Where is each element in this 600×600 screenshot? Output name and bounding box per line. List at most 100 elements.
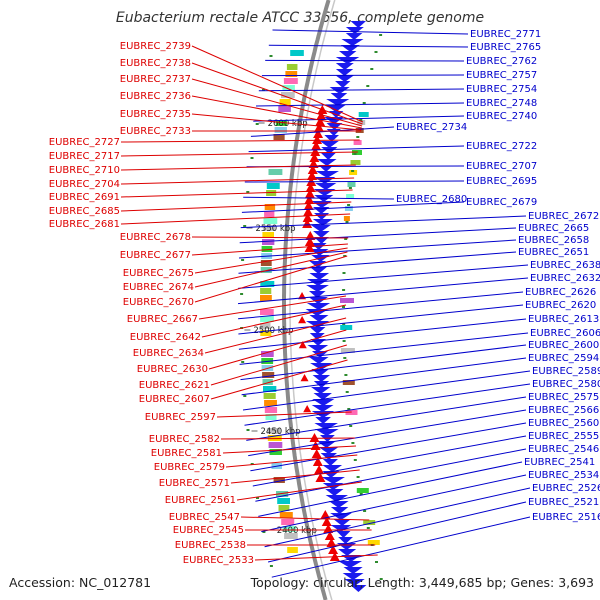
- reverse-leader-line: [254, 554, 378, 561]
- tick-mark: [366, 85, 370, 87]
- forward-gene-arrow: [326, 123, 343, 130]
- forward-gene-label: EUBREC_2707: [466, 161, 537, 172]
- reverse-gene-label: EUBREC_2561: [165, 495, 236, 506]
- cog-block: [340, 298, 354, 303]
- reverse-leader-line: [191, 62, 363, 125]
- forward-gene-label: EUBREC_2526: [532, 483, 600, 494]
- reverse-gene-arrow: [312, 457, 323, 466]
- reverse-leader-line: [120, 201, 352, 212]
- cog-block: [264, 211, 275, 217]
- reverse-gene-label: EUBREC_2736: [120, 91, 191, 102]
- forward-gene-arrow: [311, 405, 334, 412]
- forward-leader-line: [271, 516, 531, 578]
- tick-mark: [351, 442, 355, 444]
- reverse-gene-arrow: [321, 517, 332, 526]
- reverse-gene-arrow: [298, 341, 307, 349]
- forward-gene-arrow: [322, 459, 339, 466]
- forward-gene-arrow: [306, 321, 330, 328]
- forward-gene-arrow: [326, 99, 350, 106]
- cog-block: [266, 428, 281, 434]
- kbp-label: 2550 kbp: [256, 224, 296, 234]
- tick-mark: [342, 323, 346, 325]
- cog-block: [278, 106, 291, 112]
- tick-mark: [359, 493, 363, 495]
- cog-block: [264, 400, 277, 406]
- reverse-gene-arrow: [304, 195, 315, 204]
- reverse-leader-line: [191, 236, 349, 239]
- forward-leader-line: [244, 180, 465, 183]
- forward-gene-arrow: [325, 105, 346, 112]
- reverse-gene-labels: EUBREC_2739 EUBREC_2738 EUBREC_2737 EUBREC_…: [49, 41, 378, 566]
- cog-block: [350, 160, 361, 165]
- tick-mark: [269, 565, 273, 567]
- forward-gene-label: EUBREC_2651: [518, 247, 589, 258]
- reverse-gene-label: EUBREC_2674: [123, 282, 194, 293]
- forward-leader-line: [267, 501, 527, 563]
- tick-mark: [255, 123, 259, 125]
- cog-block: [266, 183, 280, 189]
- reverse-gene-arrow: [303, 405, 312, 413]
- forward-leader-line: [265, 59, 465, 62]
- cog-block: [273, 134, 285, 140]
- forward-gene-arrow: [338, 561, 363, 568]
- cog-block: [260, 316, 274, 322]
- forward-gene-label: EUBREC_2521: [528, 497, 599, 508]
- forward-gene-arrow: [313, 189, 336, 196]
- tick-mark: [342, 272, 346, 274]
- forward-leader-line: [244, 383, 531, 426]
- reverse-gene-arrow: [309, 153, 320, 162]
- forward-leader-line: [242, 370, 531, 411]
- reverse-gene-label: EUBREC_2737: [120, 74, 191, 85]
- reverse-leader-line: [194, 251, 348, 288]
- reverse-gene-label: EUBREC_2710: [49, 165, 120, 176]
- forward-leader-line: [239, 227, 517, 244]
- cog-block: [263, 218, 278, 224]
- reverse-gene-label: EUBREC_2739: [120, 41, 191, 52]
- forward-leader-line: [253, 115, 465, 122]
- forward-gene-arrow: [344, 579, 365, 586]
- cog-block: [268, 442, 283, 448]
- forward-gene-arrow: [345, 33, 363, 40]
- forward-gene-arrow: [306, 303, 331, 310]
- tick-mark: [342, 340, 346, 342]
- forward-gene-arrow: [338, 537, 353, 544]
- forward-leader-line: [241, 201, 465, 213]
- forward-gene-label: EUBREC_2658: [518, 235, 589, 246]
- cog-block: [282, 85, 295, 91]
- tick-mark: [246, 191, 250, 193]
- tick-mark: [246, 429, 250, 431]
- forward-gene-arrow: [328, 501, 349, 508]
- cog-block: [344, 206, 353, 211]
- reverse-gene-arrow: [307, 165, 318, 174]
- reverse-leader-line: [216, 411, 352, 418]
- tick-mark: [250, 463, 254, 465]
- forward-gene-label: EUBREC_2575: [528, 392, 599, 403]
- figure-title: Eubacterium rectale ATCC 33656, complete…: [115, 10, 485, 26]
- reverse-gene-arrow: [315, 473, 326, 482]
- tick-mark: [379, 578, 383, 580]
- cog-block: [347, 182, 356, 187]
- forward-gene-label: EUBREC_2555: [528, 431, 599, 442]
- forward-leader-line: [248, 145, 465, 153]
- reverse-gene-arrow: [320, 510, 331, 519]
- forward-gene-label: EUBREC_2566: [528, 405, 599, 416]
- tick-mark: [250, 157, 254, 159]
- reverse-gene-label: EUBREC_2738: [120, 58, 191, 69]
- forward-gene-label: EUBREC_2594: [528, 353, 599, 364]
- forward-gene-arrow: [338, 549, 357, 556]
- reverse-gene-label: EUBREC_2533: [183, 555, 254, 566]
- reverse-gene-label: EUBREC_2727: [49, 137, 120, 148]
- forward-gene-arrow: [340, 45, 360, 52]
- reverse-leader-line: [120, 139, 360, 143]
- reverse-gene-label: EUBREC_2685: [49, 206, 120, 217]
- reverse-gene-label: EUBREC_2538: [175, 540, 246, 551]
- reverse-gene-label: EUBREC_2547: [169, 512, 240, 523]
- forward-gene-label: EUBREC_2600: [528, 340, 599, 351]
- cog-block: [358, 112, 369, 117]
- reverse-leader-line: [191, 243, 348, 256]
- forward-gene-arrow: [320, 153, 336, 160]
- forward-gene-arrow: [339, 51, 357, 58]
- cog-block: [262, 379, 273, 385]
- reverse-leader-line: [198, 295, 347, 320]
